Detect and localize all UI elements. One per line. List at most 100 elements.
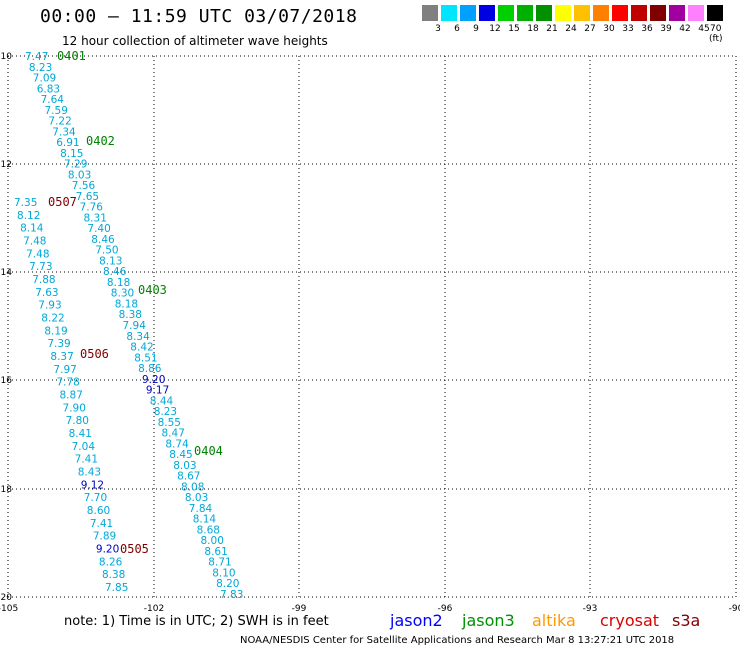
satellite-label: jason2: [390, 611, 443, 630]
wave-height-value: 7.59: [45, 105, 68, 117]
map-grid: [7, 55, 737, 598]
legend-swatch: [517, 5, 533, 21]
legend-label: 30: [603, 24, 615, 34]
track-time-label: 0404: [194, 444, 223, 458]
wave-height-value: 9.12: [81, 479, 104, 491]
legend-swatch: [631, 5, 647, 21]
longitude-label: -102: [144, 604, 164, 614]
wave-height-value: 7.04: [72, 441, 96, 453]
wave-height-value: 7.09: [33, 73, 56, 85]
wave-height-value: 8.14: [193, 514, 217, 526]
wave-height-value: 8.71: [208, 557, 231, 569]
wave-height-value: 8.30: [111, 288, 134, 300]
wave-height-value: 7.70: [84, 492, 107, 504]
legend-swatch: [707, 5, 723, 21]
wave-height-value: 8.20: [216, 578, 239, 590]
wave-height-value: 8.86: [138, 363, 162, 375]
wave-height-value: 8.22: [41, 313, 64, 325]
wave-height-value: 7.65: [76, 191, 99, 203]
wave-height-value: 8.14: [20, 223, 44, 235]
wave-height-value: 7.80: [66, 415, 89, 427]
legend-label: 18: [527, 24, 539, 34]
wave-height-value: 8.68: [197, 524, 220, 536]
satellite-label: altika: [532, 611, 576, 630]
legend-label: 15: [508, 24, 520, 34]
track-time-label: 0506: [80, 347, 109, 361]
wave-height-value: 8.34: [126, 331, 150, 343]
latitude-label: -12: [0, 160, 12, 170]
wave-height-value: 7.84: [189, 503, 213, 515]
wave-height-value: 7.29: [64, 159, 87, 171]
wave-height-value: 8.60: [87, 505, 110, 517]
wave-height-value: 7.34: [52, 126, 76, 138]
wave-height-value: 7.50: [95, 245, 118, 257]
legend-swatch: [574, 5, 590, 21]
satellite-label: cryosat: [600, 611, 660, 630]
wave-height-value: 7.48: [26, 248, 49, 260]
wave-height-value: 8.15: [60, 148, 83, 160]
axis-labels: -10 -12 -14 -16 -18 -20-105 -102 -99 -96 -93 -90: [0, 52, 740, 614]
wave-height-value: 6.83: [37, 83, 60, 95]
wave-height-value: 8.46: [91, 234, 115, 246]
latitude-label: -14: [0, 268, 12, 278]
legend-label: 3: [435, 24, 441, 34]
latitude-label: -20: [0, 593, 12, 603]
track-time-labels: 0401 0402 0507 0403 0506 0404 0505: [48, 49, 223, 556]
wave-height-value: 8.23: [154, 406, 177, 418]
legend-swatch: [498, 5, 514, 21]
legend-swatch: [479, 5, 495, 21]
wave-height-value: 7.63: [35, 287, 58, 299]
wave-height-value: 8.47: [162, 428, 185, 440]
footer-credit: NOAA/NESDIS Center for Satellite Applica…: [240, 635, 675, 646]
track-time-label: 0505: [120, 542, 149, 556]
longitude-label: -96: [438, 604, 453, 614]
wave-height-value: 8.13: [99, 255, 122, 267]
wave-height-value: 7.48: [23, 236, 46, 248]
legend-label: 6: [454, 24, 460, 34]
legend-swatch: [612, 5, 628, 21]
wave-height-value: 9.20: [142, 374, 165, 386]
legend-swatch: [650, 5, 666, 21]
wave-height-value: 8.38: [119, 309, 142, 321]
longitude-label: -90: [729, 604, 740, 614]
legend-label: 36: [641, 24, 653, 34]
wave-height-value: 8.18: [115, 298, 138, 310]
wave-height-value: 7.73: [29, 261, 52, 273]
wave-height-value: 8.26: [99, 556, 123, 568]
wave-height-value: 7.22: [48, 116, 71, 128]
wave-height-value: 8.10: [212, 567, 235, 579]
wave-height-value: 8.00: [201, 535, 224, 547]
track-time-label: 0403: [138, 283, 167, 297]
wave-height-value: 7.40: [87, 223, 110, 235]
longitude-label: -99: [292, 604, 307, 614]
wave-height-value: 9.17: [146, 385, 169, 397]
wave-height-value: 7.94: [123, 320, 147, 332]
wave-height-value: 7.85: [105, 582, 128, 594]
wave-height-value: 7.93: [38, 300, 61, 312]
legend-label: 27: [584, 24, 596, 34]
wave-height-value: 8.38: [102, 569, 125, 581]
wave-height-value: 8.18: [107, 277, 130, 289]
wave-height-value: 8.67: [177, 471, 200, 483]
wave-height-value: 6.91: [56, 137, 79, 149]
wave-height-value: 7.90: [63, 402, 86, 414]
longitude-label: -105: [0, 604, 18, 614]
wave-height-value: 8.12: [17, 210, 40, 222]
track-time-label: 0402: [86, 134, 115, 148]
wave-height-value: 7.76: [80, 202, 104, 214]
wave-height-value: 8.61: [204, 546, 227, 558]
wave-height-value: 7.97: [53, 364, 76, 376]
legend-label: 24: [565, 24, 577, 34]
wave-height-value: 8.42: [130, 342, 153, 354]
legend-label: 12: [489, 24, 501, 34]
wave-height-value: 8.31: [84, 212, 107, 224]
legend-swatch: [536, 5, 552, 21]
legend-label: 42: [679, 24, 691, 34]
wave-height-value: 7.56: [72, 180, 96, 192]
wave-height-value: 8.23: [29, 62, 52, 74]
wave-height-value: 7.47: [25, 51, 48, 63]
wave-height-value: 8.41: [69, 428, 92, 440]
longitude-label: -93: [583, 604, 598, 614]
chart-subtitle: 12 hour collection of altimeter wave hei…: [62, 34, 328, 48]
